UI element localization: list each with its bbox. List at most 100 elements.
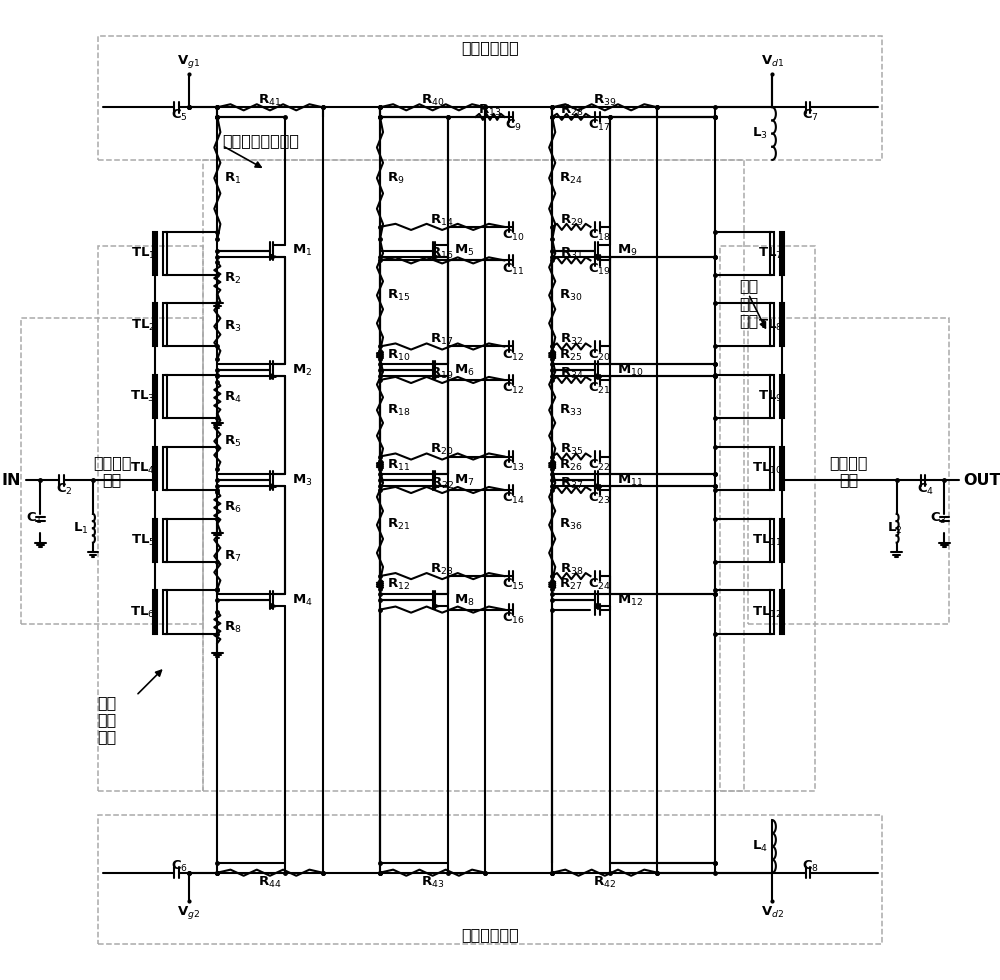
Bar xyxy=(163,447,167,490)
Bar xyxy=(770,304,774,347)
Text: C$_{23}$: C$_{23}$ xyxy=(588,491,611,506)
Text: C$_{16}$: C$_{16}$ xyxy=(502,611,525,626)
Text: C$_1$: C$_1$ xyxy=(26,512,43,526)
Text: R$_{37}$: R$_{37}$ xyxy=(560,475,583,491)
Bar xyxy=(780,231,784,274)
Bar xyxy=(780,591,784,633)
Bar xyxy=(163,591,167,633)
Text: 第二偏置电路: 第二偏置电路 xyxy=(461,927,519,943)
Text: R$_6$: R$_6$ xyxy=(224,500,242,515)
Text: R$_{42}$: R$_{42}$ xyxy=(593,875,616,890)
Text: TL$_9$: TL$_9$ xyxy=(758,389,783,405)
Text: R$_{10}$: R$_{10}$ xyxy=(387,348,410,363)
Text: V$_{d1}$: V$_{d1}$ xyxy=(761,54,784,69)
Bar xyxy=(153,375,157,418)
Text: R$_{26}$: R$_{26}$ xyxy=(559,458,582,472)
Text: R$_4$: R$_4$ xyxy=(224,390,242,405)
Text: R$_{39}$: R$_{39}$ xyxy=(593,93,617,108)
Text: TL$_{11}$: TL$_{11}$ xyxy=(752,533,783,548)
Text: C$_{21}$: C$_{21}$ xyxy=(588,381,611,396)
Text: R$_5$: R$_5$ xyxy=(224,434,241,449)
Text: 功率
分配
网络: 功率 分配 网络 xyxy=(98,695,117,745)
Text: L$_3$: L$_3$ xyxy=(752,126,767,141)
Text: C$_{24}$: C$_{24}$ xyxy=(588,577,611,592)
Text: 输入匹配
网络: 输入匹配 网络 xyxy=(93,455,131,487)
Text: M$_2$: M$_2$ xyxy=(292,363,312,378)
Bar xyxy=(21,318,203,624)
Text: R$_{21}$: R$_{21}$ xyxy=(387,517,410,532)
Text: C$_7$: C$_7$ xyxy=(802,109,819,123)
Text: TL$_{10}$: TL$_{10}$ xyxy=(752,461,783,476)
Bar xyxy=(163,304,167,347)
Text: C$_2$: C$_2$ xyxy=(56,482,72,497)
Text: R$_{44}$: R$_{44}$ xyxy=(258,875,282,890)
Text: 输出匹配
网络: 输出匹配 网络 xyxy=(830,455,868,487)
Text: R$_{11}$: R$_{11}$ xyxy=(387,458,410,472)
Text: C$_4$: C$_4$ xyxy=(917,482,934,497)
Text: C$_{13}$: C$_{13}$ xyxy=(502,458,525,472)
Bar xyxy=(770,231,774,274)
Text: M$_9$: M$_9$ xyxy=(617,243,638,259)
Bar xyxy=(780,518,784,562)
Text: R$_{35}$: R$_{35}$ xyxy=(560,442,583,458)
Text: 堆叠矩阵放大网络: 堆叠矩阵放大网络 xyxy=(222,133,299,148)
Text: R$_{20}$: R$_{20}$ xyxy=(430,442,454,458)
Text: R$_{33}$: R$_{33}$ xyxy=(559,403,582,417)
Text: 第一偏置电路: 第一偏置电路 xyxy=(461,40,519,56)
Text: R$_{27}$: R$_{27}$ xyxy=(559,577,582,592)
Bar xyxy=(780,304,784,347)
Bar xyxy=(153,447,157,490)
Bar xyxy=(770,518,774,562)
Bar xyxy=(780,375,784,418)
Text: C$_{22}$: C$_{22}$ xyxy=(588,458,611,472)
Text: TL$_3$: TL$_3$ xyxy=(130,389,155,405)
Text: R$_{17}$: R$_{17}$ xyxy=(430,332,454,347)
Text: R$_{18}$: R$_{18}$ xyxy=(387,403,410,417)
Text: C$_{20}$: C$_{20}$ xyxy=(588,348,611,363)
Text: V$_{d2}$: V$_{d2}$ xyxy=(761,906,784,920)
Text: C$_{11}$: C$_{11}$ xyxy=(502,262,525,276)
Text: TL$_{12}$: TL$_{12}$ xyxy=(752,605,783,619)
Text: R$_3$: R$_3$ xyxy=(224,318,241,334)
Text: R$_{22}$: R$_{22}$ xyxy=(431,475,454,491)
Text: R$_{25}$: R$_{25}$ xyxy=(559,348,582,363)
Text: C$_3$: C$_3$ xyxy=(930,512,947,526)
Text: C$_{15}$: C$_{15}$ xyxy=(502,577,525,592)
Bar xyxy=(153,304,157,347)
Text: R$_7$: R$_7$ xyxy=(224,549,241,564)
Text: M$_{10}$: M$_{10}$ xyxy=(617,363,644,378)
Text: C$_{12}$: C$_{12}$ xyxy=(502,348,525,363)
Text: C$_{10}$: C$_{10}$ xyxy=(502,228,525,243)
Text: C$_5$: C$_5$ xyxy=(171,109,188,123)
Text: R$_{32}$: R$_{32}$ xyxy=(560,332,583,347)
Bar xyxy=(720,246,815,792)
Text: C$_{14}$: C$_{14}$ xyxy=(502,491,525,506)
Bar xyxy=(153,231,157,274)
Text: 功率
合成
网络: 功率 合成 网络 xyxy=(739,278,758,328)
Text: TL$_6$: TL$_6$ xyxy=(130,605,155,619)
Text: M$_5$: M$_5$ xyxy=(454,243,475,259)
Text: L$_4$: L$_4$ xyxy=(752,839,767,854)
Text: R$_{16}$: R$_{16}$ xyxy=(430,246,454,262)
Text: C$_{19}$: C$_{19}$ xyxy=(588,262,611,276)
Text: R$_{23}$: R$_{23}$ xyxy=(430,562,454,577)
Text: M$_1$: M$_1$ xyxy=(292,243,312,259)
Text: TL$_4$: TL$_4$ xyxy=(130,461,155,476)
Text: OUT: OUT xyxy=(964,473,1000,488)
Text: R$_{19}$: R$_{19}$ xyxy=(430,366,454,381)
Text: TL$_5$: TL$_5$ xyxy=(131,533,155,548)
Text: C$_{12}$: C$_{12}$ xyxy=(502,381,525,396)
Text: TL$_8$: TL$_8$ xyxy=(758,318,783,332)
Text: R$_{31}$: R$_{31}$ xyxy=(560,246,583,262)
Text: M$_6$: M$_6$ xyxy=(454,363,475,378)
Text: TL$_2$: TL$_2$ xyxy=(131,318,155,332)
Text: R$_{29}$: R$_{29}$ xyxy=(560,213,583,227)
Bar xyxy=(770,375,774,418)
Text: R$_2$: R$_2$ xyxy=(224,270,241,285)
Text: R$_{13}$: R$_{13}$ xyxy=(478,103,502,118)
Text: R$_{24}$: R$_{24}$ xyxy=(559,171,582,185)
Text: R$_{36}$: R$_{36}$ xyxy=(559,517,582,532)
Text: M$_3$: M$_3$ xyxy=(292,473,312,488)
Text: R$_{40}$: R$_{40}$ xyxy=(421,93,444,108)
Text: TL$_7$: TL$_7$ xyxy=(758,246,783,261)
